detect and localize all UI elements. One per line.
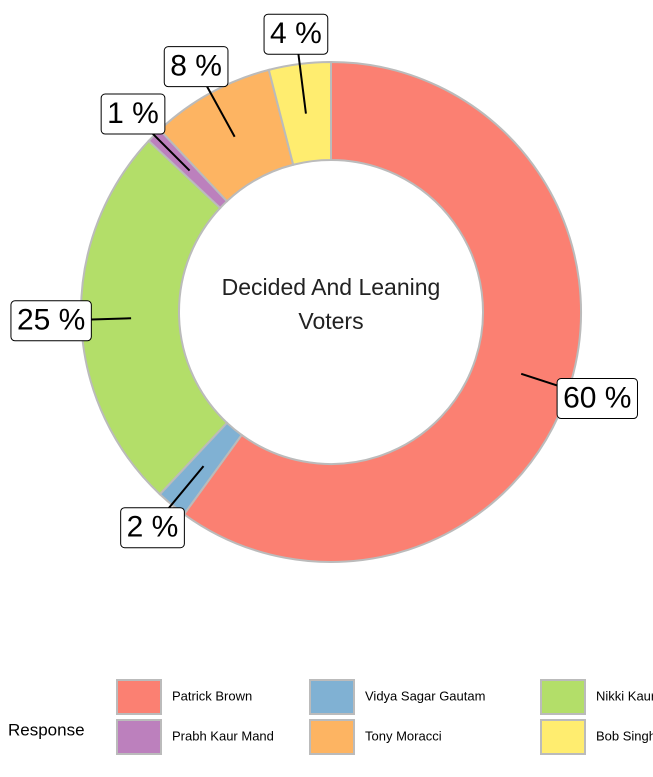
legend-label: Bob Singh <box>596 728 653 743</box>
legend-title: Response <box>8 720 85 739</box>
data-label: 8 % <box>170 50 222 83</box>
legend-label: Prabh Kaur Mand <box>172 728 274 743</box>
label-box <box>556 378 638 420</box>
label-box <box>100 93 166 135</box>
label-box <box>120 507 185 549</box>
data-label: 4 % <box>270 17 322 50</box>
legend-swatch <box>309 719 355 755</box>
legend-swatch <box>309 679 355 715</box>
legend-swatch <box>116 679 162 715</box>
label-box <box>10 300 92 342</box>
slice <box>267 60 332 166</box>
label-box <box>163 46 229 88</box>
chart-title: Decided And Leaning Voters <box>221 274 441 334</box>
label-box <box>263 13 329 55</box>
legend-swatch <box>540 719 586 755</box>
legend-label: Patrick Brown <box>172 688 252 703</box>
slice <box>182 60 583 563</box>
data-label: 1 % <box>107 97 159 130</box>
slice <box>80 139 229 496</box>
legend-label: Tony Moracci <box>365 728 442 743</box>
legend-label: Vidya Sagar Gautam <box>365 688 485 703</box>
data-label: 2 % <box>127 511 179 544</box>
legend-swatch <box>116 719 162 755</box>
data-label: 60 % <box>563 381 631 414</box>
data-label: 25 % <box>17 304 85 337</box>
legend-label: Nikki Kaur <box>596 688 653 703</box>
legend-swatch <box>540 679 586 715</box>
